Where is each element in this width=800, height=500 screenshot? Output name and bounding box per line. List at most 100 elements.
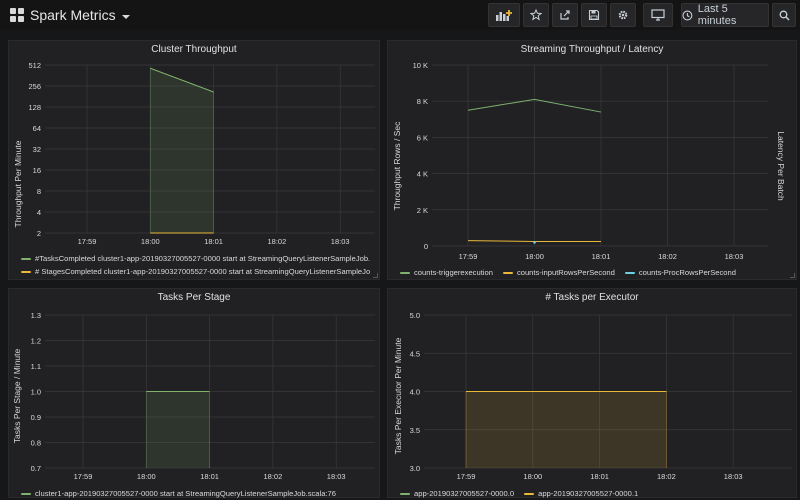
- y-tick-label: 1.1: [31, 362, 41, 371]
- y-tick-label: 4 K: [417, 170, 428, 179]
- legend-item[interactable]: counts-triggerexecution: [400, 268, 493, 277]
- legend-swatch: [21, 257, 31, 260]
- panel-tasks-per-executor: # Tasks per Executor 5.0 4.5 4.0 3.5 3.0 17:5…: [387, 288, 797, 498]
- y-tick-label: 4.5: [410, 349, 420, 358]
- top-navbar: Spark Metrics Last 5 minutes: [0, 0, 800, 30]
- x-tick-label: 18:00: [141, 237, 160, 246]
- legend-item[interactable]: app-20190327005527-0000.0: [400, 489, 514, 498]
- legend-label: counts-inputRowsPerSecond: [516, 268, 615, 277]
- legend-item[interactable]: #TasksCompleted cluster1-app-20190327005…: [21, 252, 373, 265]
- panel-title[interactable]: Cluster Throughput: [151, 44, 237, 55]
- y-tick-label: 512: [28, 61, 41, 70]
- share-icon: [560, 10, 570, 20]
- y-axis-title: Tasks Per Executor Per Minute: [393, 337, 403, 455]
- legend: app-20190327005527-0000.0 app-2019032700…: [400, 487, 790, 500]
- search-icon: [779, 10, 790, 21]
- x-tick-label: 18:00: [523, 472, 542, 481]
- star-button[interactable]: [523, 3, 549, 27]
- view-mode-button[interactable]: [643, 3, 673, 27]
- x-tick-label: 17:59: [457, 472, 476, 481]
- legend-swatch: [502, 271, 513, 274]
- y-tick-label: 8: [37, 187, 41, 196]
- y-tick-label: 5.0: [410, 311, 420, 320]
- tasks-per-executor-chart[interactable]: 5.0 4.5 4.0 3.5 3.0 17:59 18:00 18:01 18:02 18:03: [388, 289, 798, 499]
- y-tick-label: 16: [33, 166, 41, 175]
- resize-handle[interactable]: [790, 273, 795, 278]
- streaming-throughput-chart[interactable]: 10 K 8 K 6 K 4 K 2 K 0 17:59 18:00 18:01 18:02 18:…: [388, 41, 798, 281]
- y-tick-label: 4.0: [410, 388, 420, 397]
- x-tick-label: 18:02: [657, 472, 676, 481]
- legend-label: counts-triggerexecution: [414, 268, 493, 277]
- dashboard-picker[interactable]: Spark Metrics: [10, 4, 130, 26]
- y-tick-label: 32: [33, 145, 41, 154]
- y-tick-label: 2 K: [417, 206, 428, 215]
- x-tick-label: 18:00: [137, 472, 156, 481]
- legend-item[interactable]: counts-inputRowsPerSecond: [502, 268, 615, 277]
- caret-down-icon[interactable]: [121, 14, 130, 19]
- series-line-0[interactable]: [150, 67, 214, 93]
- legend-item[interactable]: app-20190327005527-0000.1: [524, 489, 638, 498]
- y-axis-title: Tasks Per Stage / Minute: [12, 348, 22, 444]
- cluster-throughput-chart[interactable]: 512 256 128 64 32 16 8 4 2 17:59 18:00 18:01 18:02 18…: [9, 41, 381, 281]
- x-tick-label: 17:59: [459, 252, 478, 261]
- settings-button[interactable]: [610, 3, 636, 27]
- legend-label: cluster1-app-20190327005527-0000 start a…: [35, 489, 336, 498]
- x-tick-label: 18:01: [204, 237, 223, 246]
- resize-handle[interactable]: [373, 273, 378, 278]
- series-line-0[interactable]: [467, 98, 602, 113]
- legend-swatch: [624, 271, 635, 274]
- tasks-per-stage-chart[interactable]: 1.3 1.2 1.1 1.0 0.9 0.8 0.7 17:59 18:00 18:01 18:0…: [9, 289, 381, 499]
- x-tick-label: 18:03: [724, 472, 743, 481]
- series-area-0: [150, 68, 214, 233]
- x-tick-label: 18:01: [592, 252, 611, 261]
- legend-swatch: [21, 492, 31, 495]
- series-point-2[interactable]: [533, 241, 536, 244]
- clock-icon: [682, 10, 693, 20]
- legend: cluster1-app-20190327005527-0000 start a…: [21, 487, 373, 500]
- search-button[interactable]: [772, 3, 796, 27]
- y-tick-label: 10 K: [413, 61, 428, 70]
- x-tick-label: 18:01: [200, 472, 219, 481]
- y-tick-label: 128: [28, 103, 41, 112]
- y-tick-label: 0.9: [31, 413, 41, 422]
- x-tick-label: 18:03: [725, 252, 744, 261]
- y-axis-title: Throughput Per Minute: [13, 140, 23, 228]
- panel-title[interactable]: # Tasks per Executor: [545, 292, 639, 303]
- right-y-axis-title: Latency Per Batch: [776, 131, 786, 201]
- legend-label: #TasksCompleted cluster1-app-20190327005…: [35, 254, 371, 263]
- save-button[interactable]: [581, 3, 607, 27]
- legend-swatch: [21, 270, 31, 273]
- y-tick-label: 6 K: [417, 133, 428, 142]
- legend-item[interactable]: # StagesCompleted cluster1-app-201903270…: [21, 265, 373, 278]
- x-tick-label: 18:03: [327, 472, 346, 481]
- x-tick-label: 17:59: [74, 472, 93, 481]
- y-tick-label: 256: [28, 82, 41, 91]
- legend-swatch: [400, 492, 410, 495]
- series-area-0: [146, 391, 210, 468]
- x-tick-label: 17:59: [78, 237, 97, 246]
- legend-item[interactable]: cluster1-app-20190327005527-0000 start a…: [21, 487, 373, 500]
- legend: counts-triggerexecution counts-inputRows…: [400, 266, 790, 279]
- dashboard-title[interactable]: Spark Metrics: [30, 7, 116, 23]
- y-tick-label: 4: [37, 208, 41, 217]
- legend-item[interactable]: counts-ProcRowsPerSecond: [624, 268, 736, 277]
- time-picker-button[interactable]: Last 5 minutes: [681, 3, 769, 27]
- legend-label: counts-ProcRowsPerSecond: [638, 268, 736, 277]
- star-icon: [530, 9, 542, 21]
- add-panel-button[interactable]: [488, 3, 520, 27]
- share-button[interactable]: [552, 3, 578, 27]
- legend-label: app-20190327005527-0000.0: [414, 489, 515, 498]
- x-tick-label: 18:02: [268, 237, 287, 246]
- y-tick-label: 1.2: [31, 337, 41, 346]
- legend-label: # StagesCompleted cluster1-app-201903270…: [35, 267, 371, 276]
- y-tick-label: 3.5: [410, 426, 420, 435]
- legend: #TasksCompleted cluster1-app-20190327005…: [21, 252, 373, 278]
- legend-swatch: [524, 492, 535, 495]
- panel-title[interactable]: Streaming Throughput / Latency: [520, 44, 664, 55]
- dashboard-grid-icon: [10, 8, 24, 22]
- y-tick-label: 64: [33, 124, 41, 133]
- gear-icon: [618, 10, 628, 20]
- panel-streaming-throughput: Streaming Throughput / Latency 10 K 8 K 6 …: [387, 40, 797, 280]
- x-tick-label: 18:02: [658, 252, 677, 261]
- panel-title[interactable]: Tasks Per Stage: [157, 292, 231, 303]
